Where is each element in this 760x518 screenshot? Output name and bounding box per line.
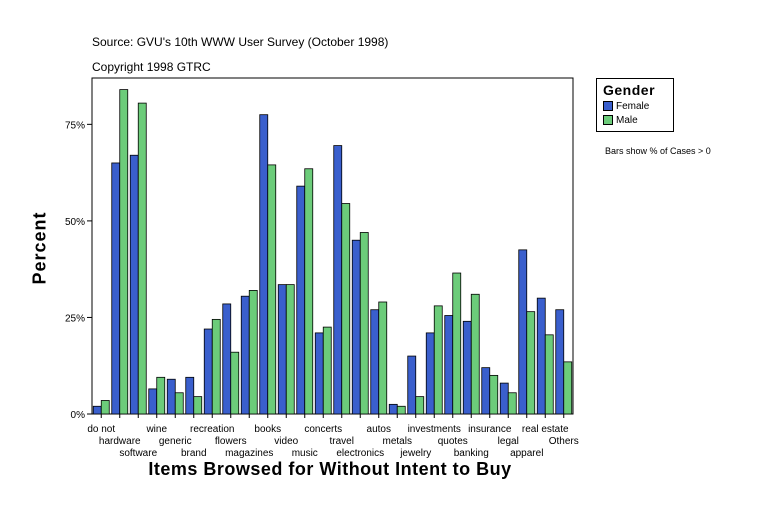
plot-frame [91, 77, 574, 415]
legend-note: Bars show % of Cases > 0 [605, 146, 711, 156]
y-tick-label: 25% [65, 313, 85, 324]
bar-male [322, 326, 332, 415]
legend-swatch-male [603, 115, 613, 125]
x-axis-label: Items Browsed for Without Intent to Buy [148, 459, 512, 479]
copyright-text: Copyright 1998 GTRC [92, 60, 211, 74]
bar-female [333, 145, 343, 415]
legend-swatch-female [603, 101, 613, 111]
bar-male [267, 164, 277, 415]
legend: Gender Female Male [596, 78, 674, 132]
bar-female [240, 295, 250, 415]
bar-female [296, 185, 306, 415]
x-tick-label: insurance [468, 424, 512, 435]
bar-female [425, 332, 435, 415]
legend-label-female: Female [616, 101, 650, 112]
bar-female [388, 403, 398, 415]
bar-male [304, 168, 314, 415]
bar-male [359, 232, 369, 415]
source-text: Source: GVU's 10th WWW User Survey (Octo… [92, 35, 389, 49]
y-tick-label: 50% [65, 217, 85, 228]
bar-female [518, 249, 528, 415]
x-tick-label: apparel [510, 448, 543, 459]
bar-female [111, 162, 121, 415]
bar-male [211, 318, 221, 415]
bar-male [433, 305, 443, 415]
bar-male [137, 102, 147, 415]
bar-male [193, 396, 203, 415]
x-tick-label: quotes [438, 436, 468, 447]
bar-female [222, 303, 232, 415]
y-tick-label: 75% [65, 120, 85, 131]
x-tick-label: concerts [304, 424, 342, 435]
bar-male [470, 293, 480, 415]
bar-male [285, 284, 295, 415]
bar-female [314, 332, 324, 415]
bar-male [415, 396, 425, 415]
y-tick-label: 0% [71, 410, 86, 421]
bar-female [92, 405, 102, 415]
bar-female [481, 367, 491, 415]
x-tick-label: magazines [225, 448, 273, 459]
x-tick-label: books [254, 424, 281, 435]
x-tick-label: metals [383, 436, 412, 447]
bar-male [563, 361, 573, 415]
bar-male [174, 392, 184, 415]
bar-female [555, 309, 565, 415]
bar-male [544, 334, 554, 415]
x-tick-label: music [292, 448, 318, 459]
x-tick-label: electronics [336, 448, 384, 459]
bar-female [444, 315, 454, 415]
x-tick-label: brand [181, 448, 207, 459]
x-tick-label: wine [145, 424, 167, 435]
legend-title: Gender [603, 82, 656, 98]
bar-male [526, 311, 536, 415]
x-tick-label: investments [408, 424, 461, 435]
y-axis-label: Percent [29, 211, 50, 285]
bar-female [259, 114, 269, 415]
legend-item-male: Male [603, 115, 638, 127]
bar-male [452, 272, 462, 415]
x-tick-label: Others [549, 436, 579, 447]
bar-male [396, 405, 406, 415]
legend-label-male: Male [616, 115, 638, 126]
bar-male [378, 301, 388, 415]
x-tick-label: autos [367, 424, 391, 435]
legend-item-female: Female [603, 101, 649, 113]
bar-female [203, 328, 213, 415]
bar-female [536, 297, 546, 415]
x-tick-label: hardware [99, 436, 141, 447]
x-tick-label: real estate [522, 424, 569, 435]
bar-female [462, 320, 472, 415]
bar-female [277, 284, 287, 415]
x-tick-label: generic [159, 436, 192, 447]
bar-female [407, 355, 417, 415]
bar-female [129, 154, 139, 415]
x-tick-label: legal [498, 436, 519, 447]
bar-female [499, 382, 509, 415]
x-tick-label: recreation [190, 424, 234, 435]
bar-male [341, 203, 351, 415]
bar-male [119, 89, 129, 415]
x-tick-label: banking [454, 448, 489, 459]
x-tick-label: do not [87, 424, 115, 435]
bar-male [156, 376, 166, 415]
x-tick-label: travel [330, 436, 354, 447]
bar-male [507, 392, 517, 415]
bar-male [248, 290, 258, 415]
bar-male [100, 400, 110, 415]
bar-male [489, 374, 499, 415]
x-tick-label: video [274, 436, 298, 447]
bar-male [230, 351, 240, 415]
x-tick-label: jewelry [399, 448, 431, 459]
bar-female [185, 376, 195, 415]
bar-female [370, 309, 380, 415]
x-tick-label: software [119, 448, 157, 459]
bar-female [351, 239, 361, 415]
x-tick-label: flowers [215, 436, 247, 447]
bar-female [166, 378, 176, 415]
bar-female [148, 388, 158, 415]
